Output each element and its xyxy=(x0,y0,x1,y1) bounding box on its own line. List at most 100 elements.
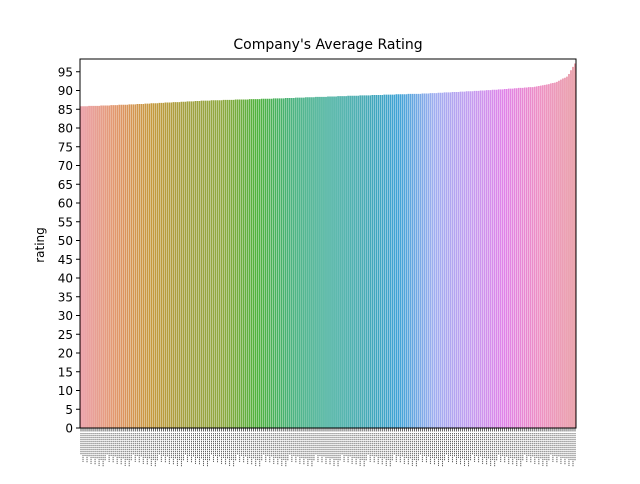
bar xyxy=(403,94,406,428)
bar xyxy=(174,102,177,429)
bar xyxy=(391,94,394,429)
bar xyxy=(497,89,500,429)
bar xyxy=(208,100,211,428)
bar xyxy=(447,92,450,429)
bar xyxy=(252,99,255,429)
bar xyxy=(299,97,301,429)
bar xyxy=(184,101,187,428)
bar xyxy=(238,99,241,428)
bar xyxy=(106,105,108,428)
bar xyxy=(417,93,420,428)
bar xyxy=(104,105,106,428)
bar xyxy=(158,102,161,429)
bar xyxy=(331,96,333,428)
bar xyxy=(276,98,279,429)
bar xyxy=(170,102,173,428)
bar xyxy=(90,105,92,429)
bar xyxy=(371,95,373,428)
bar xyxy=(216,100,219,428)
bar xyxy=(459,91,462,428)
bar xyxy=(86,106,88,428)
bar xyxy=(132,104,135,429)
bar xyxy=(473,90,476,429)
bar xyxy=(196,101,199,428)
bar xyxy=(272,98,275,429)
bar xyxy=(521,87,524,429)
bar xyxy=(319,96,321,428)
bar xyxy=(363,95,365,429)
bar xyxy=(82,106,84,428)
bar xyxy=(248,99,251,429)
bar xyxy=(564,77,566,428)
bar xyxy=(258,99,261,429)
bar xyxy=(471,91,474,428)
bar xyxy=(309,97,311,428)
bar xyxy=(437,92,440,428)
y-tick-label: 25 xyxy=(58,328,73,342)
bar xyxy=(457,92,460,428)
bar xyxy=(554,82,556,429)
bar xyxy=(325,96,327,428)
bar xyxy=(399,94,402,428)
bar xyxy=(242,99,245,428)
bar xyxy=(381,95,384,428)
bar xyxy=(429,93,432,429)
bar xyxy=(323,96,325,428)
bar xyxy=(519,87,522,429)
bar xyxy=(401,94,404,428)
bar xyxy=(110,105,112,428)
bar xyxy=(389,94,392,429)
bar xyxy=(419,93,422,428)
bar xyxy=(499,89,502,429)
y-tick-label: 90 xyxy=(58,84,73,98)
bar xyxy=(327,96,329,428)
bar xyxy=(244,99,247,428)
bar xyxy=(407,93,410,428)
bar xyxy=(467,91,470,428)
bar xyxy=(517,87,520,429)
bar xyxy=(353,95,355,428)
bar xyxy=(92,105,94,429)
bar xyxy=(226,99,229,429)
y-tick-label: 20 xyxy=(58,347,73,361)
bar xyxy=(465,91,468,428)
bar xyxy=(461,91,464,428)
bar xyxy=(138,104,141,428)
bar xyxy=(262,98,265,428)
bar xyxy=(112,105,114,428)
bar xyxy=(341,96,343,428)
bar xyxy=(425,93,428,428)
bar xyxy=(329,96,331,428)
bar xyxy=(98,105,100,429)
y-tick-label: 5 xyxy=(65,403,73,417)
bar xyxy=(140,104,143,428)
bar xyxy=(355,95,357,428)
bar xyxy=(451,92,454,428)
bar xyxy=(481,90,484,428)
bar xyxy=(367,95,369,429)
bar xyxy=(387,94,390,429)
bar xyxy=(293,98,295,428)
bar xyxy=(534,86,536,428)
bar xyxy=(339,96,341,428)
bar xyxy=(393,94,396,429)
bar xyxy=(114,105,116,428)
bar xyxy=(166,102,169,428)
bar xyxy=(124,104,126,428)
y-tick-label: 65 xyxy=(58,178,73,192)
bar xyxy=(192,101,195,428)
bar xyxy=(254,99,257,429)
bar xyxy=(295,97,297,429)
bar xyxy=(505,89,508,428)
bar xyxy=(485,90,488,428)
y-tick-label: 75 xyxy=(58,140,73,154)
bar xyxy=(413,93,416,428)
bar xyxy=(509,88,512,429)
bar xyxy=(264,98,267,428)
bar xyxy=(427,93,430,428)
bar xyxy=(102,105,104,428)
bar xyxy=(361,95,363,429)
bar xyxy=(439,92,442,428)
bar xyxy=(566,76,568,428)
bar xyxy=(409,93,412,428)
